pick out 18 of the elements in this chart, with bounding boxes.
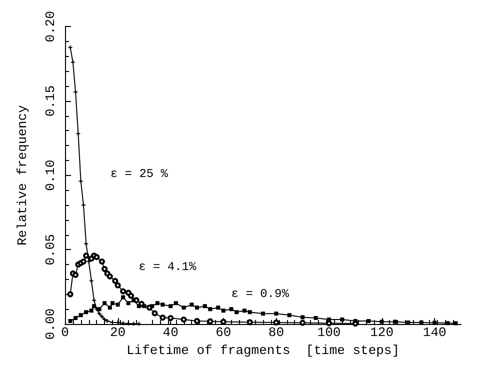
y-tick-label: 0.15	[43, 85, 58, 117]
x-axis-title: Lifetime of fragments [time steps]	[126, 342, 400, 358]
x-tick-label: 140	[422, 325, 446, 340]
series-label: ε = 0.9%	[231, 287, 290, 301]
x-tick-label: 60	[216, 325, 232, 340]
y-tick-label: 0.05	[43, 234, 58, 266]
text: ε = 25 %	[110, 167, 169, 181]
x-tick-label: 40	[162, 325, 178, 340]
x-tick-label: 80	[268, 325, 284, 340]
x-tick-label: 100	[317, 325, 341, 340]
y-axis-title: Relative frequency	[15, 104, 30, 246]
y-tick-label: 0.10	[43, 160, 58, 191]
x-tick-label: 0	[61, 325, 69, 340]
y-tick-label: 0.00	[43, 308, 58, 340]
y-tick-label: 0.20	[43, 10, 58, 42]
x-tick-label: 20	[110, 325, 126, 340]
x-tick-label: 120	[370, 325, 394, 340]
series-label: ε = 4.1%	[138, 260, 198, 274]
